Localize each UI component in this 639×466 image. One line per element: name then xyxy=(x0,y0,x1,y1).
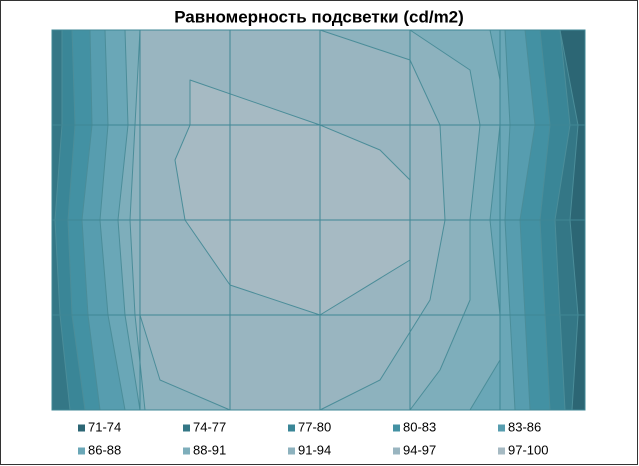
legend-swatch xyxy=(183,447,190,455)
legend: 71-74 74-77 77-80 80-83 83-86 86-88 88-91 91-94… xyxy=(78,419,548,457)
legend-swatch xyxy=(288,424,295,432)
legend-label: 86-88 xyxy=(88,442,121,457)
legend-label: 80-83 xyxy=(403,419,436,434)
legend-label: 88-91 xyxy=(193,442,226,457)
legend-swatch xyxy=(393,424,400,432)
legend-label: 77-80 xyxy=(298,419,331,434)
legend-label: 97-100 xyxy=(508,442,548,457)
legend-swatch xyxy=(183,424,190,432)
plot-area xyxy=(51,29,586,411)
legend-label: 94-97 xyxy=(403,442,436,457)
chart-title: Равномерность подсветки (cd/m2) xyxy=(174,7,464,26)
legend-label: 83-86 xyxy=(508,419,541,434)
legend-swatch xyxy=(393,447,400,455)
grid xyxy=(51,29,586,411)
legend-label: 71-74 xyxy=(88,419,121,434)
legend-swatch xyxy=(78,424,85,432)
legend-label: 91-94 xyxy=(298,442,331,457)
legend-swatch xyxy=(498,447,505,455)
legend-swatch xyxy=(78,447,85,455)
legend-label: 74-77 xyxy=(193,419,226,434)
legend-swatch xyxy=(498,424,505,432)
legend-swatch xyxy=(288,447,295,455)
